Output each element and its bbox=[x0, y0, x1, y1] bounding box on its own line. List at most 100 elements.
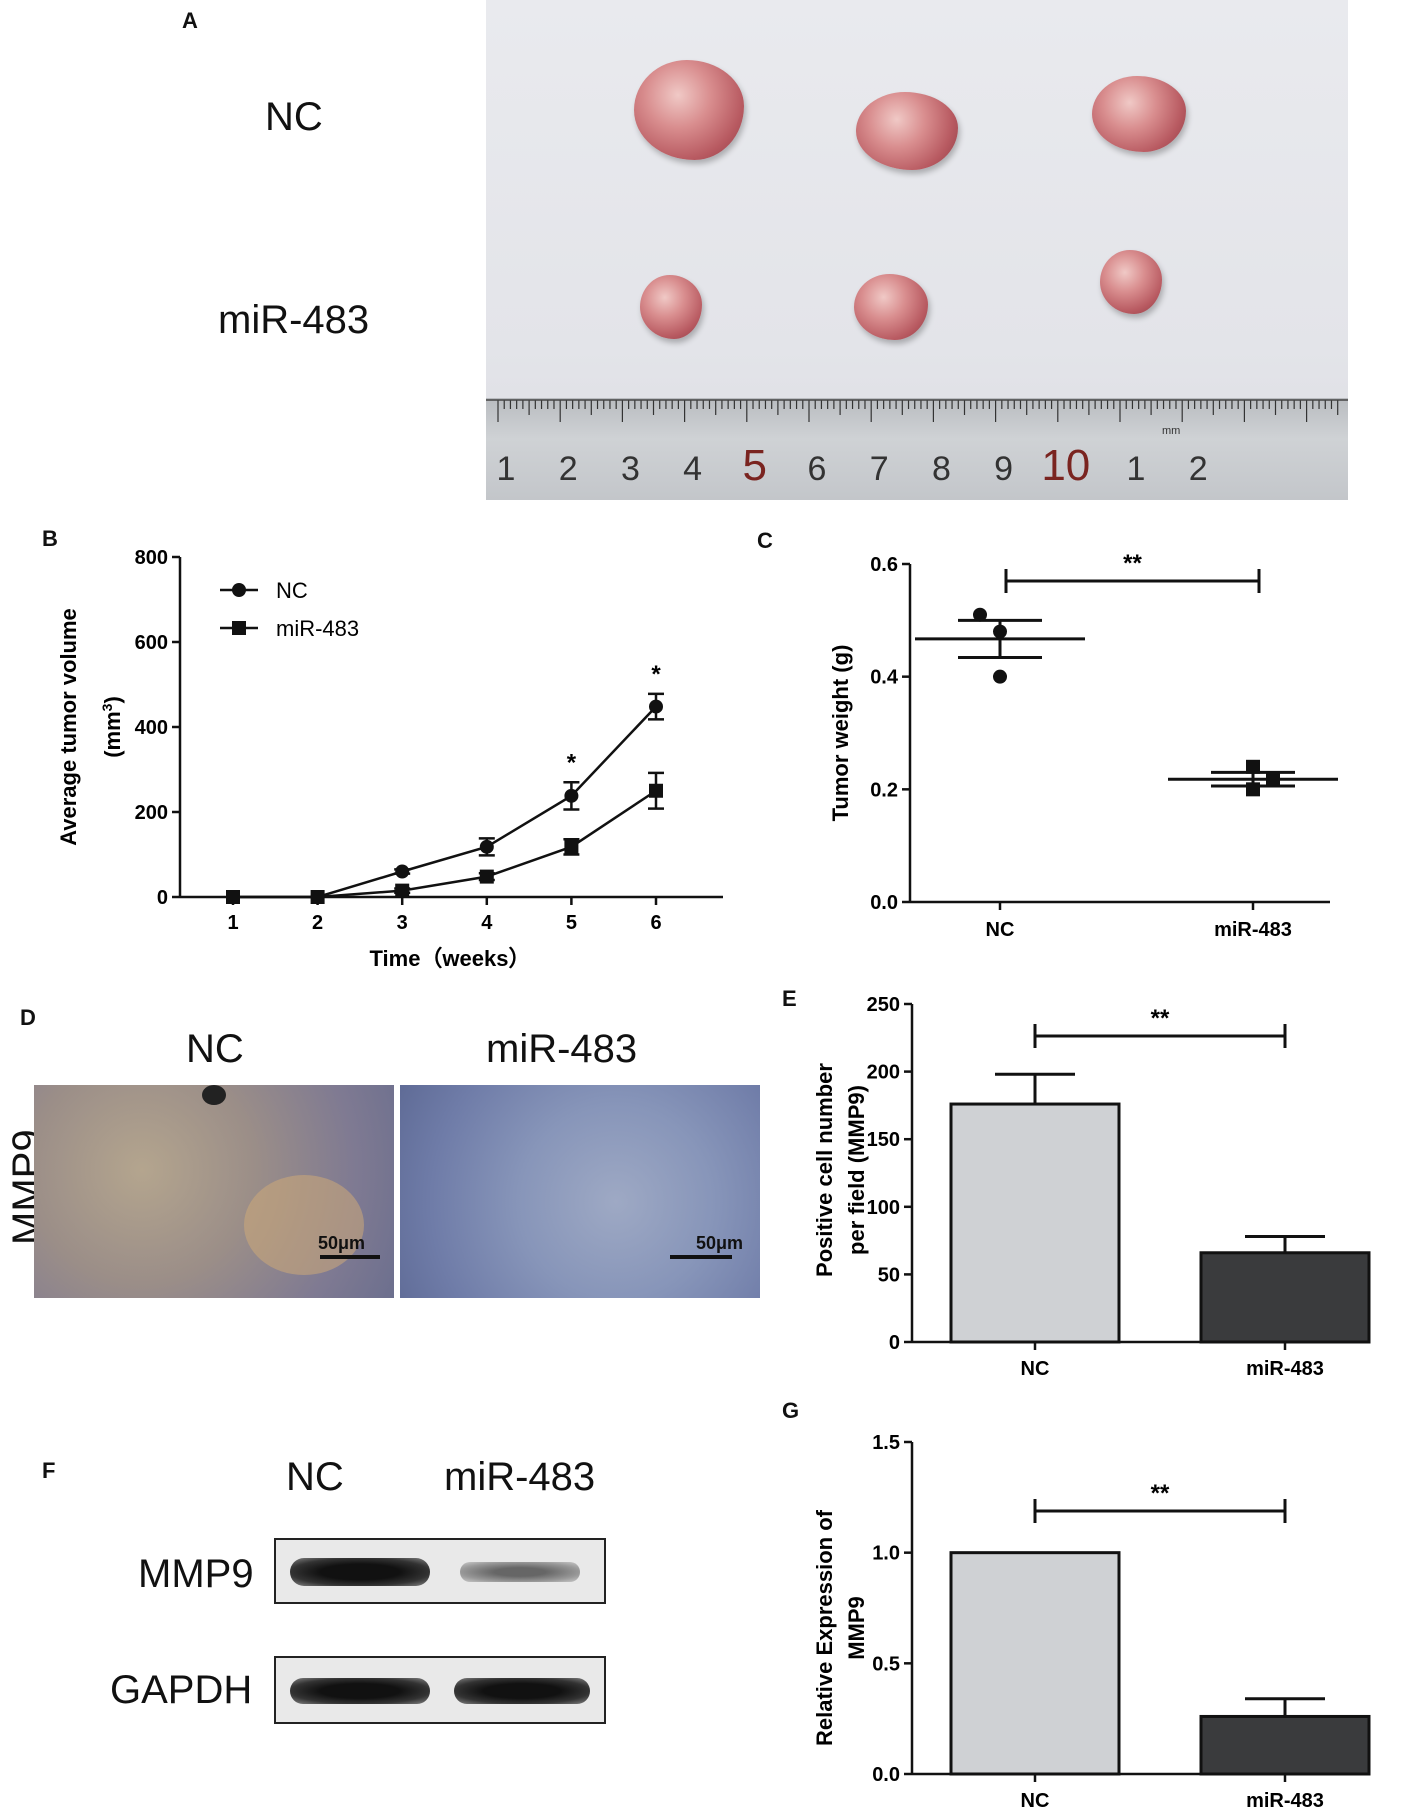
data-point-miR-483 bbox=[226, 890, 240, 904]
y-tick-label: 0.6 bbox=[870, 554, 898, 576]
y-tick-label: 0 bbox=[157, 887, 168, 909]
ruler-number: 2 bbox=[559, 450, 578, 488]
y-tick-label: 800 bbox=[135, 547, 168, 569]
series-line-NC bbox=[233, 705, 657, 899]
ihc-image-nc: 50μm bbox=[34, 1085, 394, 1298]
tumor-mir483-1 bbox=[640, 275, 702, 339]
legend-marker bbox=[232, 621, 246, 635]
ihc-image-mir483: 50μm bbox=[400, 1085, 760, 1298]
blot-mmp9 bbox=[274, 1538, 606, 1604]
legend-marker bbox=[232, 583, 246, 597]
y-tick-label: 0.0 bbox=[870, 892, 898, 914]
ihc-dark-spot bbox=[202, 1085, 226, 1105]
y-axis-label: Average tumor volume bbox=[56, 608, 81, 846]
y-tick-label: 1.0 bbox=[872, 1543, 900, 1565]
panel-a-letter: A bbox=[182, 8, 198, 33]
panel-d-col-label-nc: NC bbox=[186, 1027, 244, 1071]
significance-star: * bbox=[651, 661, 661, 688]
ihc-brown-region bbox=[244, 1175, 364, 1275]
x-tick-label: miR-483 bbox=[1246, 1790, 1324, 1809]
y-tick-label: 400 bbox=[135, 717, 168, 739]
data-point-miR-483 bbox=[649, 783, 663, 798]
significance-label: ** bbox=[1151, 1480, 1170, 1507]
ruler-ticks: mm 1 2 3 4 5 6 7 8 9 10 1 2 bbox=[486, 399, 1348, 490]
data-point-NC bbox=[395, 864, 410, 879]
blot-band-gapdh-nc bbox=[290, 1678, 430, 1704]
scale-bar-label-mir483: 50μm bbox=[696, 1233, 744, 1253]
y-axis-unit: (mm3) bbox=[99, 696, 125, 758]
panel-f-row-label-gapdh: GAPDH bbox=[110, 1668, 253, 1712]
blot-band-gapdh-mir483 bbox=[454, 1678, 590, 1704]
scale-bar-nc bbox=[320, 1255, 380, 1259]
scale-bar-label-nc: 50μm bbox=[318, 1233, 366, 1253]
y-axis-label: per field (MMP9) bbox=[844, 1085, 869, 1255]
ruler-number: 9 bbox=[994, 450, 1013, 488]
significance-label: ** bbox=[1123, 550, 1142, 577]
y-tick-label: 250 bbox=[867, 994, 900, 1016]
y-axis-unit-close: ) bbox=[100, 696, 125, 703]
x-tick-label: 5 bbox=[566, 912, 577, 934]
panel-f-letter: F bbox=[42, 1458, 56, 1483]
data-point bbox=[1246, 759, 1260, 774]
x-tick-label: NC bbox=[1021, 1358, 1050, 1380]
y-axis-label: Tumor weight (g) bbox=[828, 645, 853, 822]
x-tick-label: 6 bbox=[650, 912, 661, 934]
tumor-nc-3 bbox=[1092, 76, 1186, 152]
data-point bbox=[1246, 782, 1260, 797]
ruler-number: 2 bbox=[1189, 450, 1208, 488]
data-point bbox=[993, 624, 1007, 639]
panel-d-col-label-mir483: miR-483 bbox=[486, 1027, 638, 1071]
significance-label: ** bbox=[1151, 1005, 1170, 1032]
y-axis-unit-sup: 3 bbox=[99, 703, 115, 711]
y-tick-label: 200 bbox=[135, 802, 168, 824]
y-tick-label: 150 bbox=[867, 1129, 900, 1151]
series-line-miR-483 bbox=[233, 789, 657, 899]
data-point-miR-483 bbox=[564, 839, 579, 854]
panel-b-letter: B bbox=[42, 526, 58, 551]
y-tick-label: 0 bbox=[889, 1332, 900, 1354]
panel-f-col-label-nc: NC bbox=[286, 1455, 344, 1499]
panel-a-row-label-mir483: miR-483 bbox=[218, 298, 370, 342]
tumor-mir483-3 bbox=[1100, 250, 1162, 314]
legend-label: NC bbox=[276, 578, 308, 603]
chart-b: 0 200 400 600 800 1 2 3 4 5 6 Time（weeks） Average tu… bbox=[56, 547, 723, 971]
panel-a-row-label-nc: NC bbox=[265, 95, 323, 139]
y-axis-unit-text: (mm bbox=[100, 711, 125, 757]
blot-gapdh bbox=[274, 1656, 606, 1724]
legend-label: miR-483 bbox=[276, 616, 359, 641]
y-tick-label: 0.5 bbox=[872, 1653, 900, 1675]
y-axis-label: Positive cell number bbox=[812, 1063, 837, 1277]
ruler-number: 1 bbox=[497, 450, 516, 488]
x-tick-label: 4 bbox=[481, 912, 493, 934]
tumor-nc-1 bbox=[634, 60, 744, 160]
panel-f-col-label-mir483: miR-483 bbox=[444, 1455, 596, 1499]
bar-miR-483 bbox=[1199, 1714, 1371, 1776]
ruler-unit: mm bbox=[1162, 425, 1180, 437]
chart-e: 0 50 100 150 200 250 NC miR-483 Positive cell nu… bbox=[812, 994, 1371, 1380]
y-axis-label: Relative Expression of bbox=[812, 1509, 837, 1746]
panel-c-letter: C bbox=[757, 528, 773, 553]
data-point-NC bbox=[564, 788, 579, 803]
y-tick-label: 600 bbox=[135, 632, 168, 654]
panel-e-letter: E bbox=[782, 986, 797, 1011]
blot-band-mmp9-mir483 bbox=[460, 1562, 580, 1582]
data-point bbox=[993, 669, 1007, 684]
ruler-number: 6 bbox=[808, 450, 827, 488]
x-tick-label: 2 bbox=[312, 912, 323, 934]
data-point-NC bbox=[479, 839, 494, 854]
data-point-miR-483 bbox=[310, 890, 325, 904]
x-axis-label: Time（weeks） bbox=[369, 946, 530, 971]
blot-band-mmp9-nc bbox=[290, 1558, 430, 1586]
ruler-number: 1 bbox=[1127, 450, 1146, 488]
data-point-miR-483 bbox=[479, 869, 494, 884]
chart-g: 0.0 0.5 1.0 1.5 NC miR-483 Relative Expression… bbox=[812, 1432, 1371, 1809]
tumor-nc-2 bbox=[856, 92, 958, 170]
x-tick-label: NC bbox=[1021, 1790, 1050, 1809]
y-tick-label: 0.0 bbox=[872, 1764, 900, 1786]
ruler-number: 7 bbox=[870, 450, 889, 488]
data-point-miR-483 bbox=[395, 883, 410, 898]
tumor-mir483-2 bbox=[854, 274, 928, 340]
bar-NC bbox=[949, 1551, 1121, 1776]
ruler-number: 4 bbox=[683, 450, 702, 488]
bar-NC bbox=[949, 1102, 1121, 1344]
